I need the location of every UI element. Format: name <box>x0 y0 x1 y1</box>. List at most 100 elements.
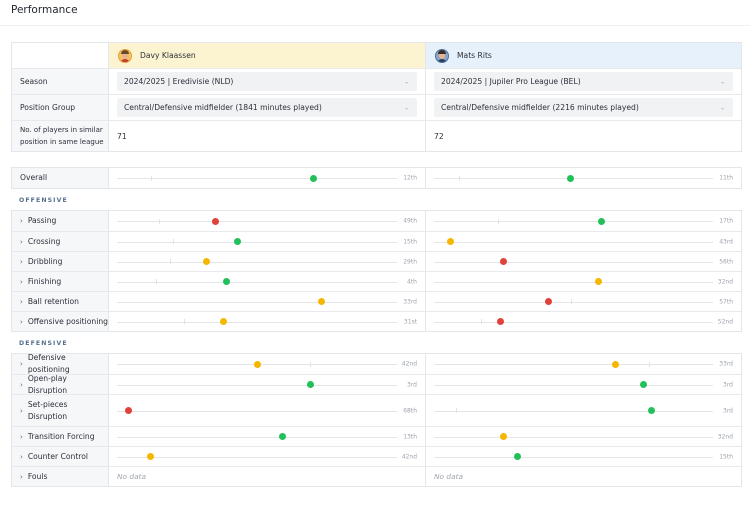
percentile-marker[interactable] <box>211 217 219 225</box>
percentile-marker[interactable] <box>222 278 230 285</box>
league-average-tick <box>498 218 500 224</box>
metric-label[interactable]: › Crossing <box>12 232 109 251</box>
metric-name: Set-pieces Disruption <box>27 399 68 421</box>
player-b-metric-cell: 33rd <box>426 354 741 374</box>
league-average-tick <box>648 361 650 367</box>
metric-label[interactable]: › Dribbling <box>12 252 109 271</box>
metric-row[interactable]: › Set-pieces Disruption 68th 3rd <box>12 394 741 426</box>
player-a-header[interactable]: Davy Klaassen <box>109 43 426 68</box>
percentile-marker[interactable] <box>500 258 508 265</box>
chevron-right-icon[interactable]: › <box>20 257 23 266</box>
player-a-metric-cell: 49th <box>109 211 426 231</box>
percentile-bar <box>117 292 397 311</box>
metric-row[interactable]: › Ball retention 33rd 57th <box>12 291 741 311</box>
player-a-metric-cell: No data <box>109 467 426 486</box>
player-a-name: Davy Klaassen <box>140 51 196 60</box>
percentile-marker[interactable] <box>147 453 155 460</box>
percentile-marker[interactable] <box>306 381 314 388</box>
percentile-marker[interactable] <box>595 278 603 285</box>
chevron-right-icon[interactable]: › <box>20 452 23 461</box>
metric-row[interactable]: › Transition Forcing 13th 32nd <box>12 426 741 446</box>
metric-row[interactable]: › Open-play Disruption 3rd 3rd <box>12 373 741 395</box>
league-average-tick <box>156 279 158 284</box>
percentile-marker[interactable] <box>233 238 241 245</box>
metric-row[interactable]: › Offensive positioning 31st 52nd <box>12 311 741 331</box>
percentile-marker[interactable] <box>497 318 505 325</box>
metric-label[interactable]: › Counter Control <box>12 447 109 466</box>
metric-row[interactable]: › Dribbling 29th 56th <box>12 251 741 271</box>
metric-label[interactable]: › Passing <box>12 211 109 231</box>
percentile-marker[interactable] <box>567 174 575 182</box>
player-b-metric-cell: 52nd <box>426 312 741 331</box>
player-b-header[interactable]: Mats Rits <box>426 43 741 68</box>
percentile-marker[interactable] <box>544 298 552 305</box>
percentile-marker[interactable] <box>611 360 619 368</box>
player-b-name: Mats Rits <box>457 51 492 60</box>
percentile-marker[interactable] <box>597 217 605 225</box>
league-average-tick <box>184 319 186 324</box>
percentile-marker[interactable] <box>648 407 656 414</box>
metric-name: Defensive positioning <box>27 353 70 374</box>
metric-name: Open-play Disruption <box>27 373 68 395</box>
metric-label[interactable]: › Defensive positioning <box>12 353 109 374</box>
rank-label: 57th <box>719 298 733 305</box>
metric-row[interactable]: › Counter Control 42nd 15th <box>12 446 741 466</box>
metric-label[interactable]: › Offensive positioning <box>12 312 109 331</box>
chevron-right-icon[interactable]: › <box>20 360 23 368</box>
percentile-marker[interactable] <box>278 433 286 440</box>
section-title-defensive: DEFENSIVE <box>19 340 68 347</box>
chevron-right-icon[interactable]: › <box>20 472 23 481</box>
chevron-right-icon[interactable]: › <box>20 406 23 415</box>
metric-label[interactable]: › Transition Forcing <box>12 427 109 446</box>
chevron-right-icon[interactable]: › <box>20 432 23 441</box>
metric-label[interactable]: › Fouls <box>12 467 109 486</box>
chevron-right-icon[interactable]: › <box>20 277 23 286</box>
player-b-season-value: 2024/2025 | Jupiler Pro League (BEL) <box>441 77 581 86</box>
percentile-marker[interactable] <box>253 360 261 368</box>
metric-name: Offensive positioning <box>27 316 108 326</box>
chevron-right-icon[interactable]: › <box>20 217 23 225</box>
player-b-metric-cell: 15th <box>426 447 741 466</box>
chevron-right-icon[interactable]: › <box>20 380 23 389</box>
metric-row[interactable]: › Defensive positioning 42nd 33rd <box>12 353 741 374</box>
percentile-marker[interactable] <box>124 407 132 414</box>
metric-row[interactable]: › Finishing 4th 32nd <box>12 271 741 291</box>
rank-label: 4th <box>407 278 417 285</box>
metric-label[interactable]: › Open-play Disruption <box>12 373 109 395</box>
metric-row[interactable]: › Fouls No data No data <box>12 466 741 486</box>
metric-label[interactable]: › Finishing <box>12 272 109 291</box>
season-label: Season <box>12 69 109 94</box>
percentile-marker[interactable] <box>317 298 325 305</box>
percentile-marker[interactable] <box>203 258 211 265</box>
league-average-tick <box>170 259 172 264</box>
rank-label: 3rd <box>723 381 733 388</box>
player-b-position-select[interactable]: Central/Defensive midfielder (2216 minut… <box>434 98 733 117</box>
percentile-track <box>117 321 397 323</box>
metric-row[interactable]: › Passing 49th 17th <box>12 211 741 231</box>
chevron-right-icon[interactable]: › <box>20 297 23 306</box>
percentile-marker[interactable] <box>500 433 508 440</box>
percentile-marker[interactable] <box>447 238 455 245</box>
chevron-right-icon[interactable]: › <box>20 237 23 246</box>
percentile-bar <box>117 312 397 331</box>
percentile-track <box>117 261 397 263</box>
league-average-tick <box>459 175 461 181</box>
percentile-bar <box>434 375 713 394</box>
percentile-marker[interactable] <box>219 318 227 325</box>
percentile-track <box>117 384 397 386</box>
player-b-season-select[interactable]: 2024/2025 | Jupiler Pro League (BEL) ⌄ <box>434 72 733 91</box>
percentile-bar <box>117 354 397 374</box>
player-a-position-select[interactable]: Central/Defensive midfielder (1841 minut… <box>117 98 417 117</box>
metric-name: Fouls <box>27 471 48 481</box>
chevron-right-icon[interactable]: › <box>20 317 23 326</box>
metric-label[interactable]: › Ball retention <box>12 292 109 311</box>
player-a-season-select[interactable]: 2024/2025 | Eredivisie (NLD) ⌄ <box>117 72 417 91</box>
rank-label: 32nd <box>717 278 733 285</box>
rank-label: 17th <box>719 217 733 225</box>
percentile-track <box>434 321 713 323</box>
metric-row[interactable]: › Crossing 15th 43rd <box>12 231 741 251</box>
percentile-marker[interactable] <box>639 381 647 388</box>
percentile-marker[interactable] <box>309 174 317 182</box>
percentile-marker[interactable] <box>514 453 522 460</box>
metric-label[interactable]: › Set-pieces Disruption <box>12 395 109 426</box>
